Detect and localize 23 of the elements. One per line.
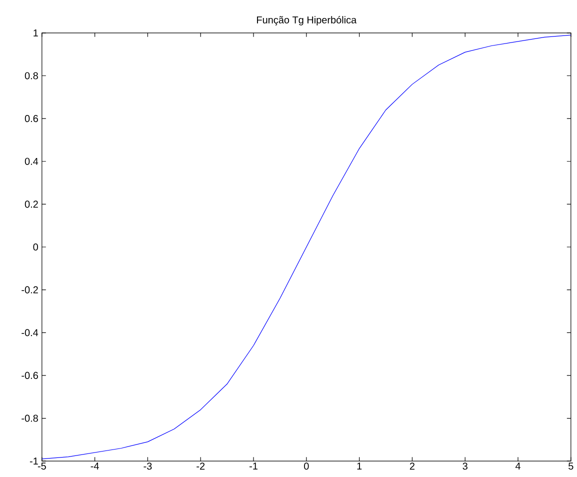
y-tick-label: -0.6	[22, 372, 38, 379]
y-tick-label: -1	[30, 458, 38, 464]
y-tick-label: 0.2	[24, 200, 38, 208]
x-tick-label: 0	[304, 462, 309, 470]
x-tick-label: -5	[38, 462, 46, 470]
y-tick-label: 1	[34, 29, 38, 36]
x-tick-label: -3	[144, 462, 152, 470]
y-tick-label: 0.4	[24, 158, 38, 165]
y-tick-label: -0.2	[22, 286, 38, 294]
y-tick-label: 0	[33, 243, 38, 251]
x-tick-label: -4	[90, 462, 99, 470]
x-tick-label: 3	[462, 462, 468, 470]
y-tick-label: -0.4	[22, 329, 38, 336]
x-tick-label: 2	[410, 462, 414, 470]
x-tick-label: 1	[357, 462, 362, 470]
y-tick-label: 0.6	[24, 114, 38, 122]
x-tick-label: 5	[568, 462, 574, 470]
x-tick-label: 4	[515, 462, 520, 470]
x-tick-label: -1	[250, 462, 258, 470]
y-tick-label: -0.8	[22, 414, 38, 422]
x-tick-label: -2	[196, 462, 205, 470]
y-tick-label: 0.8	[24, 72, 38, 80]
chart-title: Função Tg Hiperbólica	[257, 16, 357, 26]
